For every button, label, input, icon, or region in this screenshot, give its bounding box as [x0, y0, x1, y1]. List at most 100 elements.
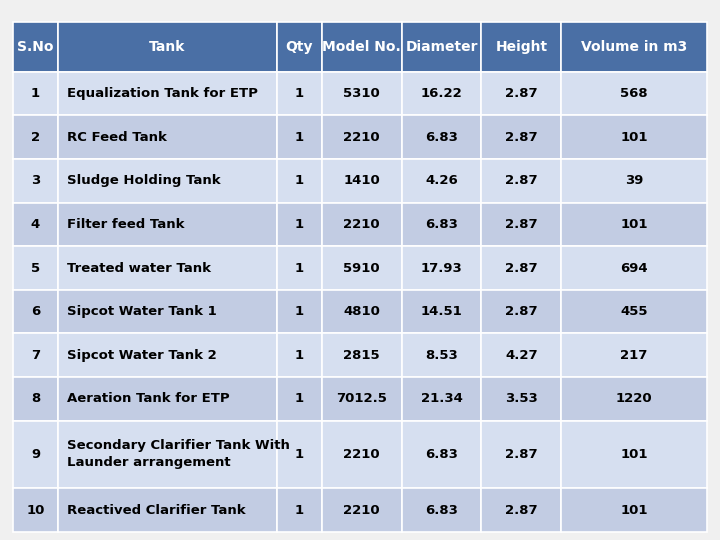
Text: Equalization Tank for ETP: Equalization Tank for ETP [67, 87, 258, 100]
Text: 6.83: 6.83 [425, 448, 458, 461]
Bar [482, 488, 562, 532]
Text: 2.87: 2.87 [505, 87, 538, 100]
Bar [13, 22, 58, 72]
Text: 7: 7 [31, 349, 40, 362]
Bar [562, 202, 707, 246]
Text: 2.87: 2.87 [505, 448, 538, 461]
Text: 3.53: 3.53 [505, 393, 538, 406]
Text: 2: 2 [31, 131, 40, 144]
Text: Filter feed Tank: Filter feed Tank [67, 218, 184, 231]
Bar [58, 334, 276, 377]
Text: 2.87: 2.87 [505, 218, 538, 231]
Bar [322, 116, 402, 159]
Text: Sipcot Water Tank 1: Sipcot Water Tank 1 [67, 305, 217, 318]
Text: Volume in m3: Volume in m3 [581, 39, 688, 53]
Bar [58, 488, 276, 532]
Bar [402, 421, 482, 488]
Bar [13, 72, 58, 116]
Bar [562, 116, 707, 159]
Text: 5: 5 [31, 261, 40, 274]
Text: 1: 1 [294, 305, 304, 318]
Bar [276, 421, 322, 488]
Text: 101: 101 [621, 448, 648, 461]
Text: 1: 1 [294, 87, 304, 100]
Bar [562, 159, 707, 202]
Text: 2210: 2210 [343, 448, 380, 461]
Text: 6.83: 6.83 [425, 504, 458, 517]
Text: 1: 1 [294, 218, 304, 231]
Bar [482, 159, 562, 202]
Text: 21.34: 21.34 [420, 393, 462, 406]
Bar [276, 377, 322, 421]
Bar [322, 72, 402, 116]
Bar [276, 202, 322, 246]
Bar [276, 334, 322, 377]
Bar [276, 116, 322, 159]
Text: 5310: 5310 [343, 87, 380, 100]
Text: 1220: 1220 [616, 393, 652, 406]
Text: 4.27: 4.27 [505, 349, 538, 362]
Bar [402, 246, 482, 290]
Bar [13, 202, 58, 246]
Text: 2.87: 2.87 [505, 305, 538, 318]
Bar [58, 159, 276, 202]
Bar [402, 22, 482, 72]
Text: 6: 6 [31, 305, 40, 318]
Text: Height: Height [495, 39, 547, 53]
Bar [13, 246, 58, 290]
Text: Model No.: Model No. [323, 39, 401, 53]
Text: Secondary Clarifier Tank With
Launder arrangement: Secondary Clarifier Tank With Launder ar… [67, 440, 289, 469]
Text: 4: 4 [31, 218, 40, 231]
Text: 101: 101 [621, 218, 648, 231]
Text: 1: 1 [294, 131, 304, 144]
Bar [58, 377, 276, 421]
Bar [402, 377, 482, 421]
Bar [402, 488, 482, 532]
Text: 10: 10 [27, 504, 45, 517]
Bar [322, 290, 402, 334]
Bar [322, 334, 402, 377]
Text: 694: 694 [621, 261, 648, 274]
Bar [482, 377, 562, 421]
Text: 39: 39 [625, 174, 644, 187]
Bar [58, 246, 276, 290]
Text: 2.87: 2.87 [505, 504, 538, 517]
Bar [322, 421, 402, 488]
Bar [562, 290, 707, 334]
Bar [562, 377, 707, 421]
Bar [58, 116, 276, 159]
Bar [562, 22, 707, 72]
Bar [322, 488, 402, 532]
Text: 2.87: 2.87 [505, 131, 538, 144]
Text: 217: 217 [621, 349, 648, 362]
Text: 1: 1 [294, 393, 304, 406]
Bar [562, 246, 707, 290]
Text: 2.87: 2.87 [505, 174, 538, 187]
Text: 101: 101 [621, 131, 648, 144]
Text: 16.22: 16.22 [420, 87, 462, 100]
Text: S.No: S.No [17, 39, 54, 53]
Bar [482, 246, 562, 290]
Bar [482, 116, 562, 159]
Bar [402, 334, 482, 377]
Bar [13, 159, 58, 202]
Text: 1: 1 [31, 87, 40, 100]
Bar [402, 202, 482, 246]
Bar [13, 334, 58, 377]
Text: 6.83: 6.83 [425, 218, 458, 231]
Bar [276, 290, 322, 334]
Text: 2.87: 2.87 [505, 261, 538, 274]
Bar [58, 202, 276, 246]
Text: Sipcot Water Tank 2: Sipcot Water Tank 2 [67, 349, 217, 362]
Bar [402, 159, 482, 202]
Bar [322, 246, 402, 290]
Bar [13, 290, 58, 334]
Text: Qty: Qty [286, 39, 313, 53]
Bar [322, 202, 402, 246]
Text: Treated water Tank: Treated water Tank [67, 261, 211, 274]
Text: 1: 1 [294, 174, 304, 187]
Text: 8: 8 [31, 393, 40, 406]
Bar [482, 290, 562, 334]
Text: RC Feed Tank: RC Feed Tank [67, 131, 166, 144]
Text: 9: 9 [31, 448, 40, 461]
